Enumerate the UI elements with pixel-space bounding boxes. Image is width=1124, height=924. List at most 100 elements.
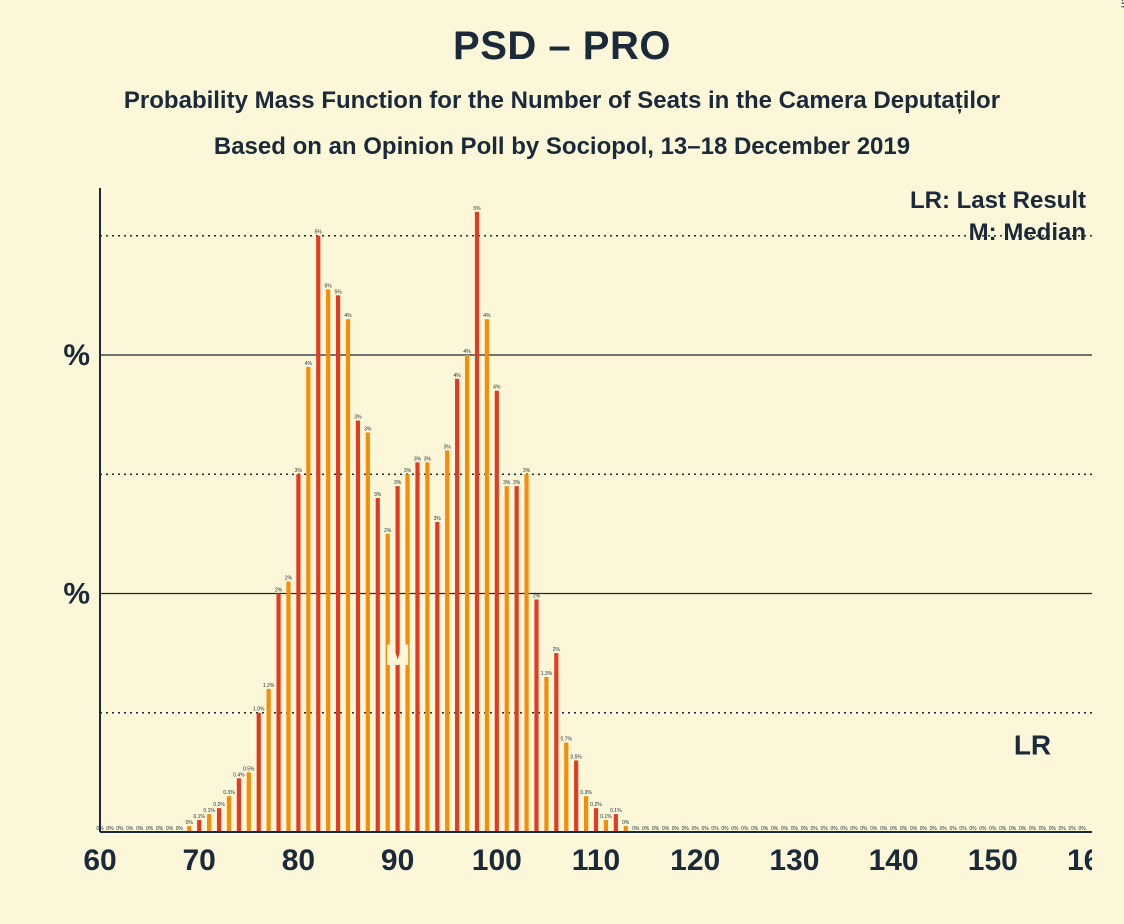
bar — [455, 379, 459, 832]
bar — [435, 522, 439, 832]
bar — [286, 582, 290, 832]
bar — [346, 319, 350, 832]
bar — [356, 421, 360, 832]
bar-value-label: 3% — [354, 415, 362, 421]
bar — [554, 653, 558, 832]
bar-value-label: 2% — [533, 593, 541, 599]
bar — [485, 319, 489, 832]
bar — [465, 355, 469, 832]
copyright-text: © 2020 Filip van Laenen — [1118, 0, 1124, 8]
bar — [594, 808, 598, 832]
bar-value-label: 3% — [424, 456, 432, 462]
bar — [584, 796, 588, 832]
bar-value-label: 3% — [414, 456, 422, 462]
x-tick-label: 110 — [572, 844, 620, 877]
legend-m: M: Median — [969, 219, 1086, 246]
bar — [267, 689, 271, 832]
x-tick-label: 160 — [1067, 844, 1092, 877]
x-tick-label: 150 — [968, 844, 1018, 877]
bar-value-label: 2% — [285, 576, 293, 582]
bar-value-label: 3% — [503, 480, 511, 486]
plot-area: 0%0%0%0%0%0%0%0%0%0%0.1%0.1%0.2%0.3%0.4%… — [64, 182, 1092, 882]
chart-svg: 0%0%0%0%0%0%0%0%0%0%0.1%0.1%0.2%0.3%0.4%… — [64, 182, 1092, 882]
bar — [564, 743, 568, 832]
bar-value-label: 4% — [483, 313, 491, 319]
median-marker: M — [385, 639, 410, 672]
bar-value-label: 3% — [364, 426, 372, 432]
bar-value-label: 5% — [334, 289, 342, 295]
bar-value-label: 1.3% — [541, 671, 553, 677]
x-tick-label: 90 — [381, 844, 414, 877]
bar-value-label: 4% — [493, 385, 501, 391]
bar-value-label: 5% — [473, 206, 481, 212]
bar-value-label: 3% — [513, 480, 521, 486]
bar-value-label: 0.2% — [590, 802, 602, 808]
bar — [574, 760, 578, 832]
bar-value-label: 0.4% — [233, 772, 245, 778]
x-tick-label: 80 — [282, 844, 315, 877]
chart-subtitle-1: Probability Mass Function for the Number… — [0, 87, 1124, 115]
bar-value-label: 3% — [523, 468, 531, 474]
bar-value-label: 4% — [454, 373, 462, 379]
x-tick-label: 130 — [769, 844, 819, 877]
bar — [515, 486, 519, 832]
bar-value-label: 3% — [374, 492, 382, 498]
bar-value-label: 1.0% — [253, 707, 265, 713]
bar-value-label: 2% — [384, 528, 392, 534]
lr-marker: LR — [1014, 729, 1051, 760]
bar-value-label: 3% — [394, 480, 402, 486]
bar — [475, 212, 479, 832]
x-tick-label: 140 — [869, 844, 919, 877]
bar — [276, 593, 280, 832]
bar-value-label: 0% — [622, 820, 630, 826]
bar — [415, 462, 419, 832]
x-tick-label: 60 — [83, 844, 116, 877]
y-tick-label: 4% — [64, 339, 90, 372]
bar-value-label: 0% — [186, 820, 194, 826]
bar-value-label: 0.2% — [213, 802, 225, 808]
bar — [425, 462, 429, 832]
bar — [306, 367, 310, 832]
x-tick-label: 100 — [472, 844, 522, 877]
bar — [227, 796, 231, 832]
bar-value-label: 4% — [344, 313, 352, 319]
bar-value-label: 4% — [305, 361, 313, 367]
bar-value-label: 0.1% — [193, 814, 205, 820]
bar — [197, 820, 201, 832]
bar — [604, 820, 608, 832]
bar — [386, 534, 390, 832]
bar-value-label: 3% — [434, 516, 442, 522]
bar — [505, 486, 509, 832]
y-tick-label: 2% — [64, 577, 90, 610]
bar — [247, 772, 251, 832]
bar — [534, 599, 538, 832]
legend-lr: LR: Last Result — [910, 187, 1086, 214]
bar-value-label: 0.3% — [580, 790, 592, 796]
bar — [445, 450, 449, 832]
bar — [257, 713, 261, 832]
bar — [207, 814, 211, 832]
bar-value-label: 0.1% — [610, 808, 622, 814]
bar — [296, 474, 300, 832]
bar-value-label: 5% — [325, 283, 333, 289]
bar-value-label: 0.5% — [570, 754, 582, 760]
bar-value-label: 5% — [315, 230, 323, 236]
bar-value-label: 2% — [275, 587, 283, 593]
bar — [217, 808, 221, 832]
bar — [326, 289, 330, 832]
bar — [237, 778, 241, 832]
bar-value-label: 4% — [463, 349, 471, 355]
bar-value-label: 2% — [553, 647, 561, 653]
bar-value-label: 0.1% — [203, 808, 215, 814]
bar — [336, 295, 340, 832]
bar-value-label: 0.5% — [243, 766, 255, 772]
bar — [316, 236, 320, 832]
bar — [614, 814, 618, 832]
bar — [495, 391, 499, 832]
x-tick-label: 70 — [183, 844, 216, 877]
bar — [366, 432, 370, 832]
bar — [544, 677, 548, 832]
bar-value-label: 0.3% — [223, 790, 235, 796]
chart-title: PSD – PRO — [0, 0, 1124, 69]
bar-value-label: 0.7% — [561, 737, 573, 743]
